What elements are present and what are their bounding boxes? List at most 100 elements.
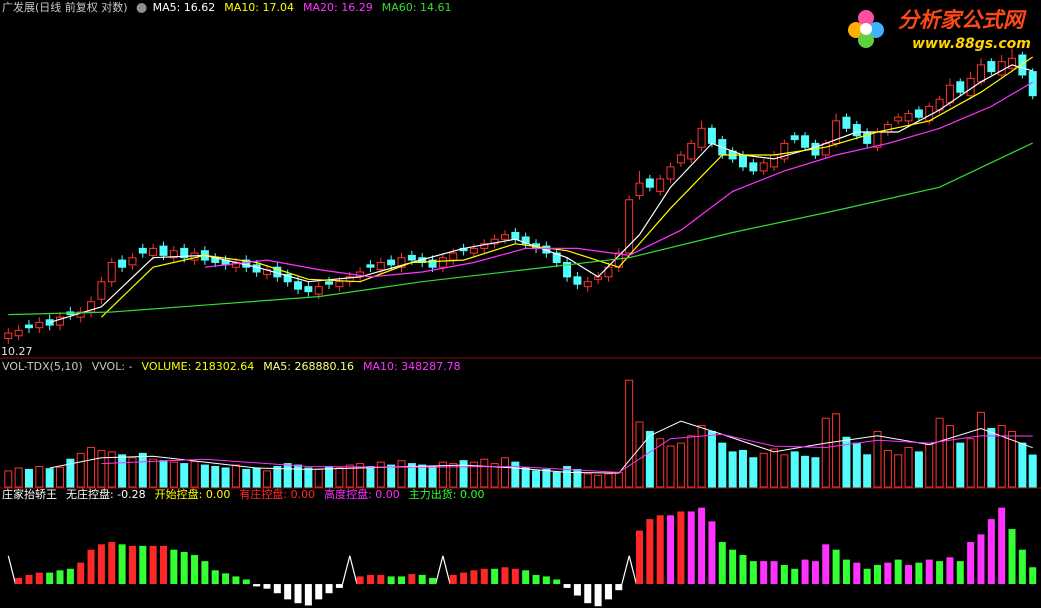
indicator-bar [128, 545, 136, 585]
indicator-bar [25, 574, 33, 585]
candle-body [480, 243, 489, 249]
indicator-bar [770, 561, 778, 585]
candle-body [801, 135, 810, 148]
indicator-bar [211, 570, 219, 585]
candle-body [190, 252, 199, 261]
indicator-bar [863, 568, 871, 585]
volume-bar [645, 430, 654, 488]
indicator-bar [853, 562, 861, 585]
candle-body [97, 281, 106, 300]
legend-label: 高度控盘: 0.00 [324, 487, 400, 501]
volume-bar [780, 454, 789, 488]
candle-body [149, 247, 158, 256]
legend-label: 有庄控盘: 0.00 [239, 487, 315, 501]
indicator-bar [874, 564, 882, 585]
candle-body [707, 127, 716, 144]
candle-body [138, 247, 147, 254]
candle-body [4, 332, 13, 339]
volume-bar [687, 435, 696, 488]
indicator-bar [667, 515, 675, 585]
candle-body [583, 281, 592, 288]
candle-body [945, 84, 954, 104]
indicator-bar [739, 555, 747, 585]
indicator-bar [470, 570, 478, 585]
indicator-bar [118, 544, 126, 585]
series-line [8, 142, 1033, 316]
candle-body [738, 154, 747, 168]
volume-bar [335, 467, 344, 488]
candle-body [128, 257, 137, 266]
candle-body [449, 252, 458, 261]
indicator-bar [77, 562, 85, 585]
indicator-bar [542, 576, 550, 585]
volume-bar [811, 457, 820, 488]
watermark-logo: 分析家公式网 www.88gs.com [848, 8, 1031, 52]
volume-bar [242, 468, 251, 488]
candle-body [1018, 54, 1027, 76]
candle-body [625, 199, 634, 254]
indicator-bar [636, 530, 644, 585]
volume-bar [697, 425, 706, 488]
volume-bar [490, 463, 499, 488]
indicator-bar [946, 557, 954, 585]
indicator-bar [791, 568, 799, 585]
candle-body [573, 276, 582, 285]
indicator-bar [170, 549, 178, 585]
candle-body [821, 142, 830, 156]
chart-title: 广发展(日线 前复权 对数) [2, 0, 128, 14]
volume-bar [231, 464, 240, 488]
candle-body [790, 135, 799, 141]
indicator-bar [646, 519, 654, 585]
volume-bar [904, 447, 913, 488]
legend-label: MA60: 14.61 [382, 1, 452, 14]
volume-bar [852, 442, 861, 488]
volume-bar [728, 451, 737, 488]
volume-bar [718, 442, 727, 488]
candle-body [283, 273, 292, 283]
indicator-bar [418, 574, 426, 585]
series-line [49, 64, 1033, 323]
indicator-bar [708, 521, 716, 585]
indicator-bar [936, 561, 944, 585]
watermark-url: www.88gs.com [912, 36, 1031, 52]
indicator-bar [822, 544, 830, 585]
indicator-bar [604, 584, 612, 600]
indicator-bar [905, 564, 913, 585]
volume-bar [418, 464, 427, 488]
volume-bar [521, 467, 530, 488]
candle-body [180, 247, 189, 259]
volume-bar [262, 470, 271, 488]
logo-petal [868, 22, 884, 38]
volume-bar [87, 447, 96, 488]
volume-bar [770, 448, 779, 488]
volume-bar [1018, 442, 1027, 488]
volume-bar [304, 467, 313, 488]
volume-bar [138, 452, 147, 488]
volume-bar [469, 461, 478, 488]
indicator-bar [139, 545, 147, 585]
volume-bar [356, 463, 365, 488]
indicator-bar [180, 551, 188, 585]
indicator-bar [760, 561, 768, 585]
candle-body [997, 61, 1006, 76]
series-line [49, 420, 1033, 474]
volume-bar [604, 473, 613, 488]
indicator-bar [811, 561, 819, 585]
logo-petal [858, 10, 874, 26]
candle-body [842, 116, 851, 129]
indicator-bar [677, 511, 685, 585]
volume-bar [821, 417, 830, 488]
candle-body [666, 166, 675, 180]
indicator-bar [387, 576, 395, 585]
indicator-bar [97, 544, 105, 585]
indicator-bar [449, 574, 457, 585]
candle-body [24, 324, 33, 329]
indicator-bar [232, 576, 240, 585]
volume-bar [314, 468, 323, 488]
indicator-bar [573, 584, 581, 596]
indicator-bar [242, 579, 250, 585]
value-label: VOLUME: 218302.64 [142, 360, 255, 373]
volume-bar [894, 454, 903, 488]
logo-center [860, 23, 872, 35]
